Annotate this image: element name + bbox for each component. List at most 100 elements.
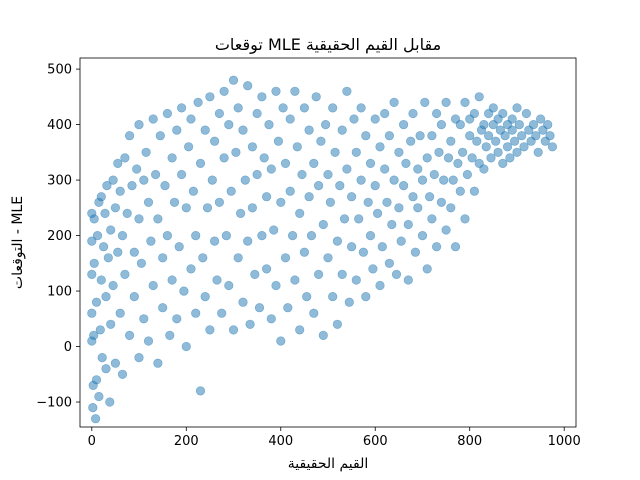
x-tick-label: 800 bbox=[457, 434, 482, 449]
scatter-point bbox=[394, 203, 404, 213]
scatter-point bbox=[120, 153, 130, 163]
scatter-point bbox=[134, 353, 144, 363]
scatter-point bbox=[441, 97, 451, 107]
scatter-point bbox=[134, 214, 144, 224]
scatter-point bbox=[394, 147, 404, 157]
scatter-point bbox=[102, 181, 112, 191]
scatter-point bbox=[361, 131, 371, 141]
scatter-point bbox=[236, 208, 246, 218]
scatter-point bbox=[417, 175, 428, 185]
scatter-point bbox=[280, 253, 291, 263]
scatter-point bbox=[351, 275, 361, 285]
scatter-point bbox=[422, 264, 432, 274]
scatter-point bbox=[455, 119, 465, 130]
scatter-point bbox=[273, 136, 284, 146]
scatter-point bbox=[330, 147, 340, 157]
scatter-point bbox=[278, 103, 288, 113]
scatter-point bbox=[98, 242, 109, 252]
scatter-point bbox=[498, 158, 508, 168]
scatter-point bbox=[498, 108, 508, 119]
scatter-point bbox=[233, 103, 243, 113]
scatter-point bbox=[469, 186, 480, 196]
scatter-point bbox=[97, 353, 107, 363]
scatter-point bbox=[280, 158, 291, 168]
scatter-point bbox=[309, 308, 319, 318]
scatter-point bbox=[125, 131, 135, 141]
scatter-point bbox=[467, 153, 477, 163]
scatter-point bbox=[195, 158, 206, 168]
scatter-point bbox=[100, 208, 110, 218]
scatter-point bbox=[344, 297, 354, 307]
scatter-point bbox=[87, 269, 97, 280]
scatter-point bbox=[160, 181, 170, 191]
scatter-point bbox=[87, 236, 97, 246]
y-tick-label: 500 bbox=[47, 63, 72, 78]
scatter-point bbox=[224, 280, 234, 291]
scatter-point bbox=[120, 269, 130, 280]
scatter-point bbox=[143, 197, 154, 207]
scatter-point bbox=[292, 142, 302, 152]
scatter-point bbox=[375, 280, 385, 291]
scatter-point bbox=[108, 280, 118, 291]
scatter-point bbox=[276, 197, 286, 207]
chart-title: توقعات MLE مقابل القيم الحقيقية bbox=[215, 35, 441, 55]
scatter-point bbox=[377, 242, 387, 252]
scatter-point bbox=[434, 147, 444, 157]
scatter-point bbox=[387, 219, 397, 230]
scatter-point bbox=[217, 308, 227, 318]
scatter-point bbox=[169, 197, 180, 207]
scatter-point bbox=[535, 114, 546, 124]
scatter-point bbox=[323, 253, 333, 263]
scatter-point bbox=[458, 147, 468, 157]
scatter-point bbox=[158, 253, 168, 263]
scatter-point bbox=[186, 264, 196, 274]
scatter-point bbox=[384, 131, 395, 141]
scatter-point bbox=[122, 208, 132, 218]
scatter-point bbox=[269, 225, 279, 235]
scatter-point bbox=[108, 175, 118, 185]
scatter-point bbox=[509, 136, 520, 146]
scatter-point bbox=[347, 242, 357, 252]
scatter-point bbox=[432, 242, 442, 252]
scatter-point bbox=[105, 397, 115, 407]
scatter-point bbox=[129, 247, 139, 257]
scatter-point bbox=[328, 292, 338, 302]
scatter-point bbox=[425, 192, 435, 202]
plot-area-frame bbox=[79, 57, 577, 428]
scatter-point bbox=[266, 314, 276, 324]
scatter-point bbox=[90, 414, 101, 424]
scatter-point bbox=[413, 203, 423, 213]
scatter-point bbox=[146, 236, 156, 246]
scatter-point bbox=[460, 214, 470, 224]
scatter-point bbox=[228, 325, 239, 335]
scatter-point bbox=[127, 181, 137, 191]
y-tick-label: 200 bbox=[47, 229, 72, 244]
scatter-point bbox=[302, 292, 312, 302]
scatter-point bbox=[389, 175, 399, 185]
scatter-point bbox=[101, 364, 111, 374]
scatter-point bbox=[399, 119, 409, 130]
scatter-point bbox=[514, 119, 524, 130]
scatter-point bbox=[214, 197, 224, 207]
scatter-point bbox=[507, 125, 517, 135]
scatter-point bbox=[399, 181, 409, 191]
scatter-point bbox=[512, 103, 522, 113]
scatter-point bbox=[200, 125, 210, 135]
scatter-point bbox=[162, 231, 172, 241]
scatter-point bbox=[370, 114, 380, 124]
scatter-point bbox=[89, 330, 99, 341]
scatter-point bbox=[486, 153, 496, 163]
scatter-point bbox=[507, 114, 517, 124]
scatter-point bbox=[328, 103, 338, 113]
scatter-point bbox=[429, 169, 439, 180]
scatter-point bbox=[141, 147, 151, 157]
scatter-point bbox=[210, 136, 220, 146]
scatter-point bbox=[299, 103, 310, 113]
scatter-point bbox=[191, 308, 201, 318]
scatter-point bbox=[332, 236, 343, 246]
scatter-point bbox=[314, 269, 324, 280]
scatter-point bbox=[283, 303, 293, 313]
scatter-point bbox=[219, 153, 229, 163]
scatter-point bbox=[264, 119, 274, 130]
